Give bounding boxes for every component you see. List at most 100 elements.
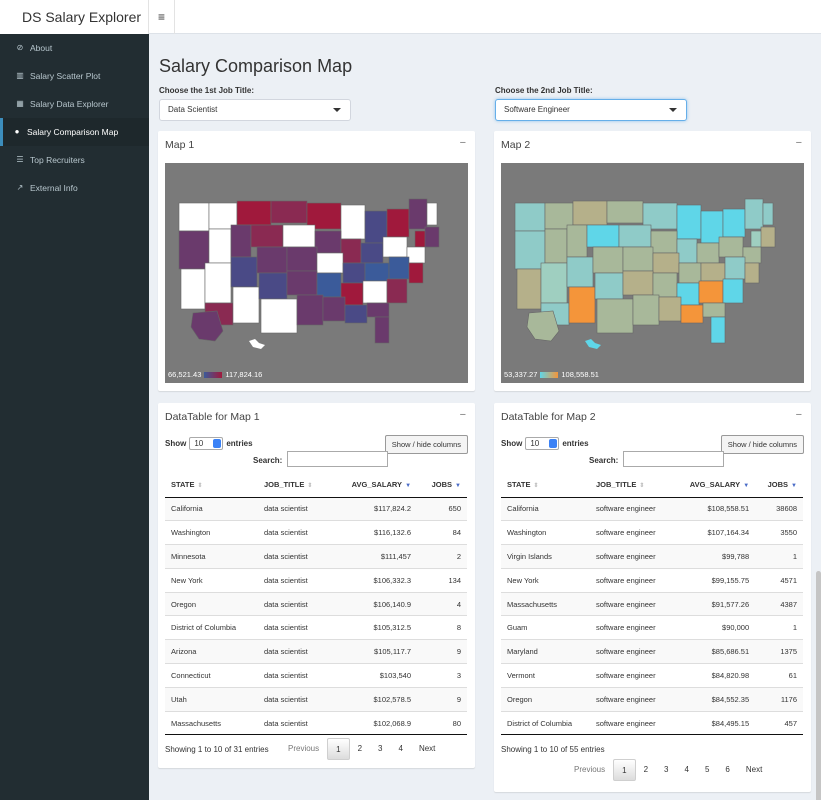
column-header-jobs[interactable]: JOBS ▼ (755, 473, 803, 498)
pager-5[interactable]: 5 (704, 765, 710, 774)
collapse-icon[interactable]: − (459, 409, 466, 421)
map-state-region[interactable] (232, 286, 260, 324)
map-state-region[interactable] (594, 272, 624, 300)
map-state-region[interactable] (652, 272, 678, 298)
map-state-region[interactable] (382, 236, 408, 258)
table-row[interactable]: Massachusetts data scientist $102,068.9 80 (165, 710, 467, 736)
pager-1[interactable]: 1 (327, 738, 350, 760)
map-state-region[interactable] (586, 224, 620, 248)
map-state-region[interactable] (658, 296, 682, 322)
table1-length-select[interactable]: 10 (189, 437, 224, 450)
map-state-region[interactable] (286, 270, 318, 296)
map-state-region[interactable] (366, 302, 390, 318)
map-state-region[interactable] (762, 202, 774, 226)
map-state-region[interactable] (364, 262, 390, 282)
table-row[interactable]: Guam software engineer $90,000 1 (501, 615, 803, 640)
table-row[interactable]: District of Columbia software engineer $84… (501, 710, 803, 736)
page-scrollbar[interactable] (816, 571, 821, 800)
map-state-region[interactable] (236, 200, 272, 226)
second-job-select[interactable]: Software Engineer (495, 99, 687, 121)
table-row[interactable]: Washington software engineer $107,164.34 35… (501, 520, 803, 545)
map-state-region[interactable] (568, 286, 596, 324)
map-state-region[interactable] (700, 262, 726, 282)
map-state-region[interactable] (408, 198, 428, 230)
map-state-region[interactable] (316, 272, 342, 298)
map-state-region[interactable] (230, 256, 258, 288)
map-state-region[interactable] (698, 280, 724, 304)
map-state-region[interactable] (718, 236, 744, 258)
map-state-region[interactable] (742, 246, 762, 264)
pager-2[interactable]: 2 (357, 744, 363, 753)
map-state-hawaii[interactable] (585, 339, 601, 349)
map-state-region[interactable] (204, 262, 232, 304)
sidebar-item-salary-data-explorer[interactable]: ▦ Salary Data Explorer (0, 90, 149, 118)
table2-length-select[interactable]: 10 (525, 437, 560, 450)
map-state-region[interactable] (622, 270, 654, 296)
pager-4[interactable]: 4 (684, 765, 689, 774)
column-header-job_title[interactable]: JOB_TITLE ⇕ (257, 473, 331, 498)
map-state-region[interactable] (760, 226, 776, 248)
pager-previous[interactable]: Previous (288, 744, 320, 753)
map-state-region[interactable] (340, 238, 362, 264)
map-state-region[interactable] (282, 224, 316, 248)
map-state-region[interactable] (178, 230, 210, 270)
map-state-region[interactable] (676, 204, 702, 240)
map-state-region[interactable] (678, 262, 702, 284)
map-state-region[interactable] (618, 224, 652, 248)
column-header-job_title[interactable]: JOB_TITLE ⇕ (589, 473, 673, 498)
map-state-region[interactable] (208, 202, 238, 230)
map-state-region[interactable] (676, 238, 698, 264)
map-state-region[interactable] (724, 256, 746, 280)
pager-2[interactable]: 2 (643, 765, 649, 774)
map-state-region[interactable] (566, 224, 588, 258)
column-header-avg_salary[interactable]: AVG_SALARY ▼ (672, 473, 756, 498)
table2-search-input[interactable] (623, 451, 724, 467)
sidebar-item-salary-comparison-map[interactable]: ● Salary Comparison Map (0, 118, 149, 146)
map-state-region[interactable] (388, 256, 410, 280)
map-state-region[interactable] (566, 256, 594, 288)
table-row[interactable]: Connecticut data scientist $103,540 3 (165, 663, 467, 688)
pager-next[interactable]: Next (745, 765, 763, 774)
table-row[interactable]: Arizona data scientist $105,117.7 9 (165, 639, 467, 664)
map-state-region[interactable] (296, 294, 324, 326)
pager-previous[interactable]: Previous (574, 765, 606, 774)
table-row[interactable]: Oregon software engineer $84,552.35 1176 (501, 686, 803, 712)
map-state-region[interactable] (230, 224, 252, 258)
map-state-region[interactable] (386, 208, 410, 238)
pager-3[interactable]: 3 (664, 765, 669, 774)
table-row[interactable]: New York data scientist $106,332.3 134 (165, 567, 467, 593)
map-state-region[interactable] (596, 298, 634, 334)
collapse-icon[interactable]: − (795, 137, 802, 149)
collapse-icon[interactable]: − (459, 137, 466, 149)
map-state-region[interactable] (208, 228, 232, 264)
map-state-region[interactable] (592, 246, 624, 274)
pager-1[interactable]: 1 (613, 759, 636, 781)
map-state-region[interactable] (544, 228, 568, 264)
map-state-region[interactable] (606, 200, 644, 224)
map-state-region[interactable] (258, 272, 288, 300)
map-state-region[interactable] (270, 200, 308, 224)
sidebar-item-about[interactable]: ⊘ About (0, 34, 149, 62)
map-state-region[interactable] (178, 202, 210, 232)
pager-4[interactable]: 4 (398, 744, 403, 753)
table-row[interactable]: Oregon data scientist $106,140.9 4 (165, 591, 467, 616)
map-state-region[interactable] (360, 242, 384, 264)
table-row[interactable]: New York software engineer $99,155.75 4571 (501, 567, 803, 593)
map-state-region[interactable] (286, 246, 318, 272)
table1-search-input[interactable] (287, 451, 388, 467)
map-state-region[interactable] (650, 230, 678, 254)
map-state-region[interactable] (514, 202, 546, 232)
map-state-region[interactable] (340, 204, 366, 240)
column-header-avg_salary[interactable]: AVG_SALARY ▼ (330, 473, 418, 498)
table1-colvis-button[interactable]: Show / hide columns (384, 435, 468, 454)
map-state-region[interactable] (408, 262, 424, 284)
map-state-region[interactable] (540, 262, 568, 304)
table-row[interactable]: Virgin Islands software engineer $99,788 1 (501, 544, 803, 569)
map-state-region[interactable] (744, 198, 764, 230)
first-job-select[interactable]: Data Scientist (159, 99, 351, 121)
map-state-region[interactable] (744, 262, 760, 284)
map2-canvas[interactable]: 53,337.27 108,558.51 (501, 163, 804, 383)
map-state-region[interactable] (386, 278, 408, 304)
map-state-region[interactable] (260, 298, 298, 334)
map-state-region[interactable] (362, 280, 388, 304)
